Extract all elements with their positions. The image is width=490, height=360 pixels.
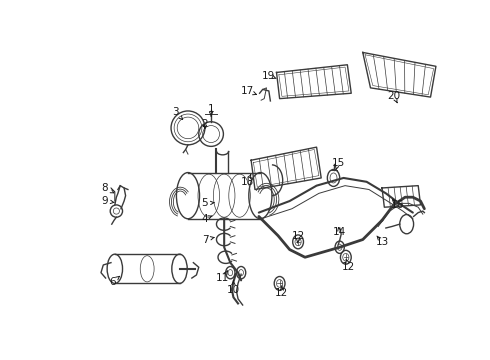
Text: 9: 9 [101,196,108,206]
Text: 14: 14 [333,227,346,237]
Text: 1: 1 [208,104,215,114]
Text: 3: 3 [172,108,179,117]
Text: 5: 5 [201,198,208,208]
Text: 6: 6 [109,277,116,287]
Text: 20: 20 [387,91,400,100]
Text: 16: 16 [391,200,404,210]
Text: 13: 13 [375,237,389,247]
Text: 8: 8 [101,183,108,193]
Text: 4: 4 [201,214,208,224]
Text: 12: 12 [292,231,305,241]
Text: 12: 12 [343,261,356,271]
Text: 10: 10 [227,285,240,294]
Text: 17: 17 [241,86,254,96]
Text: 2: 2 [201,119,208,129]
Text: 19: 19 [262,71,275,81]
Text: 11: 11 [216,273,229,283]
Text: 12: 12 [275,288,289,298]
Text: 15: 15 [332,158,345,167]
Text: 7: 7 [201,235,208,244]
Text: 18: 18 [241,177,254,187]
